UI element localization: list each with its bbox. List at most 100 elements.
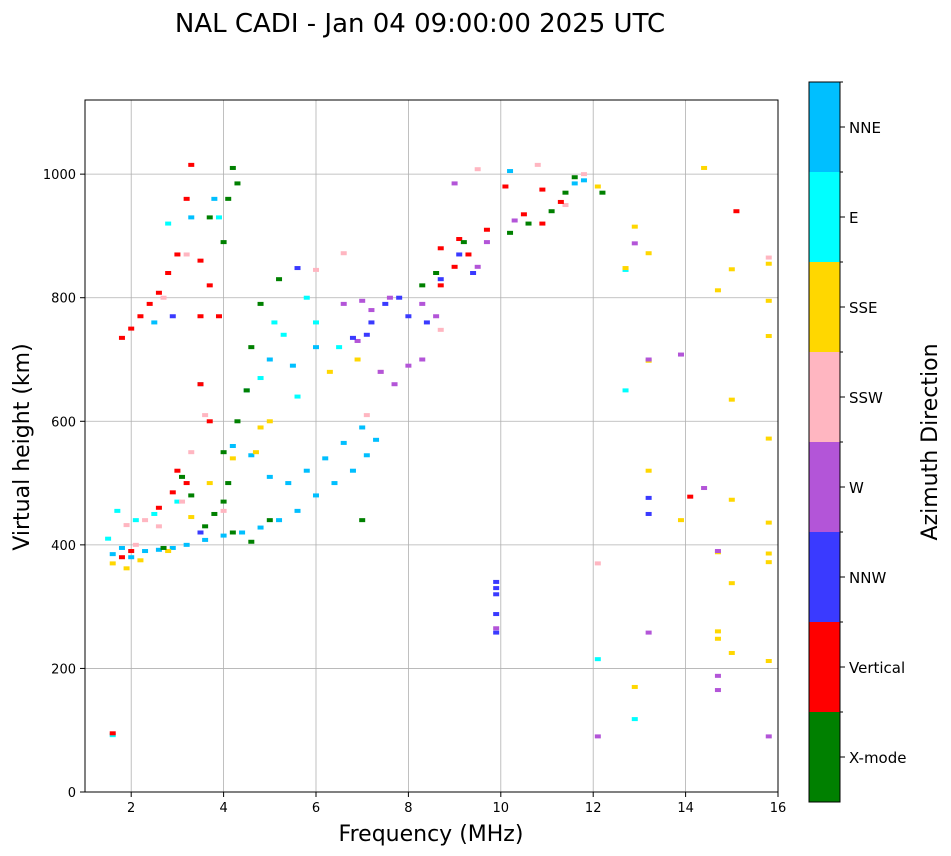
x-axis-label: Frequency (MHz) bbox=[339, 822, 524, 847]
data-point-nne bbox=[313, 345, 319, 350]
data-point-w bbox=[511, 218, 518, 223]
data-point-ssw bbox=[594, 561, 601, 566]
data-point-e bbox=[594, 657, 601, 662]
data-point-nnw bbox=[493, 630, 500, 635]
data-point-w bbox=[493, 626, 500, 631]
data-point-vertical bbox=[539, 187, 546, 192]
data-point-nne bbox=[202, 537, 209, 542]
data-point-x-mode bbox=[507, 230, 514, 235]
data-point-w bbox=[483, 240, 490, 245]
data-point-w bbox=[701, 486, 708, 491]
data-point-vertical bbox=[128, 326, 135, 331]
data-point-ssw bbox=[363, 413, 370, 418]
data-point-vertical bbox=[483, 227, 490, 232]
data-point-w bbox=[714, 673, 721, 678]
data-point-nnw bbox=[405, 314, 412, 319]
plot-frame bbox=[84, 99, 779, 793]
data-point-nne bbox=[363, 453, 370, 458]
data-point-vertical bbox=[502, 184, 509, 189]
data-point-vertical bbox=[197, 258, 204, 263]
data-point-w bbox=[714, 688, 721, 693]
data-point-nne bbox=[239, 530, 246, 535]
data-point-e bbox=[271, 320, 278, 325]
data-point-vertical bbox=[437, 246, 444, 251]
data-point-x-mode bbox=[243, 388, 250, 393]
data-point-sse bbox=[594, 184, 601, 189]
y-tick-label: 200 bbox=[51, 662, 76, 677]
data-point-nnw bbox=[363, 332, 370, 337]
data-point-sse bbox=[714, 288, 721, 293]
data-point-w bbox=[451, 181, 458, 186]
data-point-vertical bbox=[183, 196, 190, 201]
colorbar-segment-e bbox=[809, 172, 840, 262]
data-point-nnw bbox=[493, 612, 500, 617]
data-point-ssw bbox=[202, 413, 209, 418]
data-point-x-mode bbox=[234, 419, 241, 424]
data-point-vertical bbox=[456, 237, 463, 242]
data-point-x-mode bbox=[188, 493, 195, 498]
data-point-nnw bbox=[368, 320, 375, 325]
data-point-x-mode bbox=[359, 518, 366, 523]
colorbar-label-sse: SSE bbox=[849, 299, 878, 317]
data-point-vertical bbox=[137, 314, 144, 319]
colorbar-segment-nnw bbox=[809, 532, 840, 622]
data-point-nnw bbox=[423, 320, 430, 325]
y-tick-label: 600 bbox=[51, 415, 76, 430]
data-point-sse bbox=[765, 560, 772, 565]
data-point-ssw bbox=[437, 327, 444, 332]
data-point-vertical bbox=[155, 505, 162, 510]
data-point-nne bbox=[229, 444, 236, 448]
data-point-e bbox=[280, 332, 287, 337]
data-point-x-mode bbox=[419, 283, 426, 288]
data-point-x-mode bbox=[248, 539, 255, 544]
data-point-sse bbox=[631, 684, 638, 689]
data-point-vertical bbox=[197, 382, 204, 387]
data-point-ssw bbox=[313, 267, 319, 272]
data-point-nne bbox=[220, 533, 227, 538]
data-point-vertical bbox=[183, 481, 190, 486]
x-tick-label: 12 bbox=[585, 801, 602, 816]
data-point-nne bbox=[303, 468, 310, 473]
data-point-nne bbox=[183, 542, 190, 547]
data-point-vertical bbox=[465, 252, 472, 257]
data-point-w bbox=[677, 352, 684, 357]
data-point-e bbox=[336, 345, 343, 350]
data-point-e bbox=[631, 717, 638, 722]
plot-area: 2 4 6 8 10 12 14 16 0 200 400 600 800 1000 bbox=[43, 99, 786, 816]
data-point-ssw bbox=[580, 172, 587, 177]
data-point-nne bbox=[118, 545, 125, 550]
colorbar-segment-w bbox=[809, 442, 840, 532]
data-point-w bbox=[359, 298, 366, 303]
data-point-nnw bbox=[645, 495, 652, 500]
data-point-vertical bbox=[206, 283, 213, 288]
data-point-vertical bbox=[118, 555, 125, 560]
data-point-e bbox=[303, 295, 310, 300]
colorbar-label-ssw: SSW bbox=[849, 389, 883, 407]
data-point-sse bbox=[354, 357, 361, 362]
data-point-nnw bbox=[470, 271, 477, 275]
y-tick-label: 400 bbox=[51, 539, 76, 554]
data-point-nne bbox=[289, 363, 296, 368]
colorbar-segment-x-mode bbox=[809, 712, 840, 802]
data-point-sse bbox=[109, 561, 116, 566]
data-point-ssw bbox=[160, 295, 167, 300]
data-point-x-mode bbox=[248, 345, 255, 350]
data-point-sse bbox=[645, 468, 652, 473]
data-point-vertical bbox=[451, 264, 458, 269]
data-point-sse bbox=[714, 636, 721, 641]
data-point-ssw bbox=[183, 252, 190, 257]
chart-title: NAL CADI - Jan 04 09:00:00 2025 UTC bbox=[175, 9, 665, 39]
data-point-w bbox=[765, 734, 772, 739]
data-point-e bbox=[105, 536, 112, 541]
y-tick-label: 1000 bbox=[43, 168, 76, 183]
data-point-sse bbox=[728, 650, 735, 655]
data-point-nnw bbox=[197, 530, 204, 535]
data-point-sse bbox=[645, 251, 652, 256]
colorbar-frame bbox=[808, 81, 841, 803]
data-point-ssw bbox=[179, 499, 186, 504]
data-point-nne bbox=[373, 437, 380, 442]
data-point-w bbox=[645, 357, 652, 362]
data-point-nnw bbox=[437, 277, 444, 282]
data-point-x-mode bbox=[234, 181, 241, 186]
